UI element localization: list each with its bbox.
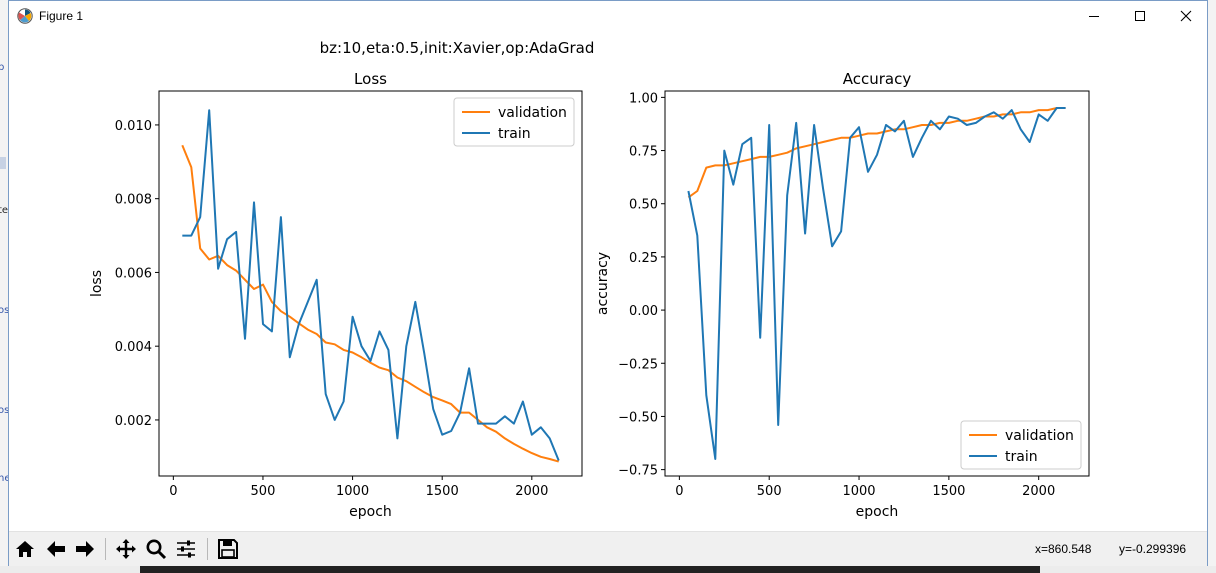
y-tick-label: 0.002 bbox=[115, 414, 152, 429]
axes-title: Loss bbox=[354, 70, 387, 88]
cursor-x-readout: x=860.548 bbox=[1035, 542, 1092, 556]
legend-label-validation: validation bbox=[498, 105, 567, 121]
legend-label-validation: validation bbox=[1005, 428, 1074, 444]
x-tick-label: 1000 bbox=[336, 484, 369, 499]
toolbar-separator bbox=[105, 538, 106, 560]
x-tick-label: 0 bbox=[169, 484, 177, 499]
title-bar[interactable]: Figure 1 bbox=[9, 1, 1207, 31]
window-title: Figure 1 bbox=[39, 9, 84, 23]
x-tick-label: 1500 bbox=[932, 484, 965, 499]
pan-icon bbox=[116, 539, 136, 559]
minimize-button[interactable] bbox=[1071, 1, 1117, 31]
home-icon bbox=[16, 541, 34, 557]
y-tick-label: 0.006 bbox=[115, 266, 152, 281]
series-line-train bbox=[687, 107, 1066, 460]
axes-frame bbox=[158, 90, 583, 477]
axes-frame bbox=[664, 90, 1090, 477]
maximize-icon bbox=[1135, 11, 1145, 21]
y-tick-label: 0.25 bbox=[629, 251, 658, 266]
x-tick-label: 1000 bbox=[842, 484, 875, 499]
zoom-button[interactable] bbox=[142, 536, 170, 562]
x-tick-label: 500 bbox=[757, 484, 782, 499]
configure-subplots-button[interactable] bbox=[172, 536, 200, 562]
legend-label-train: train bbox=[1005, 449, 1038, 465]
cursor-y-readout: y=-0.299396 bbox=[1119, 542, 1187, 556]
desktop-left-strip: p te os os ne bbox=[0, 0, 11, 573]
y-tick-label: 0.75 bbox=[629, 145, 658, 160]
forward-button[interactable] bbox=[71, 536, 99, 562]
x-tick-label: 2000 bbox=[515, 484, 548, 499]
y-tick-label: 0.00 bbox=[629, 304, 658, 319]
save-icon bbox=[218, 539, 238, 559]
x-tick-label: 1500 bbox=[426, 484, 459, 499]
x-axis-label: epoch bbox=[349, 504, 392, 520]
desktop-fragment: p bbox=[0, 62, 5, 73]
y-axis-label: loss bbox=[89, 270, 105, 297]
series-line-train bbox=[182, 109, 560, 461]
loss-axes[interactable]: Loss 0 500 1000 1500 2000 0.002 0.004 0.006 0.008… bbox=[89, 70, 583, 520]
y-tick-label: 0.010 bbox=[115, 119, 152, 134]
y-tick-label: 0.008 bbox=[115, 193, 152, 208]
y-tick-label: 1.00 bbox=[629, 91, 658, 106]
matplotlib-logo-icon bbox=[17, 8, 33, 24]
x-tick-label: 2000 bbox=[1022, 484, 1055, 499]
y-tick-label: 0.004 bbox=[115, 340, 152, 355]
minimize-icon bbox=[1089, 16, 1099, 17]
desktop-fragment: te bbox=[0, 205, 9, 216]
toolbar-separator bbox=[207, 538, 208, 560]
y-tick-label: 0.50 bbox=[629, 198, 658, 213]
desktop-taskbar-strip bbox=[0, 566, 1216, 573]
close-button[interactable] bbox=[1163, 1, 1209, 31]
configure-subplots-icon bbox=[177, 540, 195, 558]
desktop-fragment: os bbox=[0, 305, 10, 316]
y-tick-label: −0.25 bbox=[618, 357, 658, 372]
y-tick-label: −0.50 bbox=[618, 410, 658, 425]
x-tick-label: 500 bbox=[251, 484, 276, 499]
close-icon bbox=[1180, 10, 1192, 22]
forward-arrow-icon bbox=[76, 541, 94, 557]
navigation-toolbar: x=860.548 y=-0.299396 bbox=[9, 531, 1207, 566]
axes-title: Accuracy bbox=[843, 70, 912, 88]
accuracy-axes[interactable]: Accuracy 0 500 1000 1500 2000 −0.75 −0.50 −0.25 0… bbox=[595, 70, 1090, 520]
back-arrow-icon bbox=[47, 541, 65, 557]
figure-suptitle: bz:10,eta:0.5,init:Xavier,op:AdaGrad bbox=[320, 39, 595, 57]
x-tick-label: 0 bbox=[675, 484, 683, 499]
legend-label-train: train bbox=[498, 126, 531, 142]
y-axis-label: accuracy bbox=[595, 252, 611, 315]
back-button[interactable] bbox=[42, 536, 70, 562]
desktop-right-strip bbox=[1208, 0, 1216, 573]
maximize-button[interactable] bbox=[1117, 1, 1163, 31]
desktop-fragment: os bbox=[0, 405, 10, 416]
figure-svg[interactable]: bz:10,eta:0.5,init:Xavier,op:AdaGrad Los… bbox=[9, 31, 1207, 531]
y-tick-label: −0.75 bbox=[618, 464, 658, 479]
desktop-fragment: ne bbox=[0, 473, 11, 484]
x-axis-label: epoch bbox=[856, 504, 899, 520]
series-line-validation bbox=[181, 144, 559, 463]
save-button[interactable] bbox=[214, 536, 242, 562]
zoom-icon bbox=[146, 539, 167, 560]
home-button[interactable] bbox=[11, 536, 39, 562]
pan-button[interactable] bbox=[112, 536, 140, 562]
desktop-fragment bbox=[0, 157, 6, 169]
figure-window: Figure 1 bz:10,eta:0.5,init:Xavier,op:Ad… bbox=[8, 0, 1208, 566]
figure-canvas[interactable]: bz:10,eta:0.5,init:Xavier,op:AdaGrad Los… bbox=[9, 31, 1207, 531]
